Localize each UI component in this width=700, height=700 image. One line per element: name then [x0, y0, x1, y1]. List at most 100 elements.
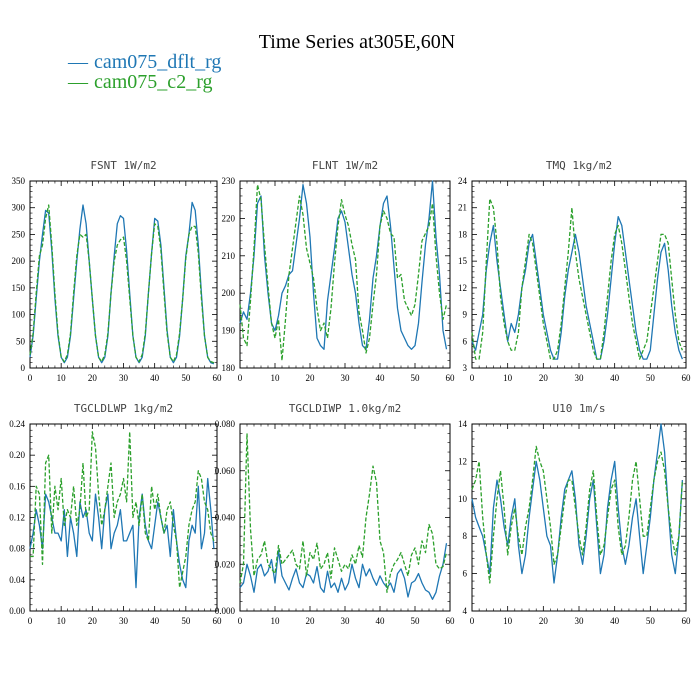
x-tick-label: 60 [682, 616, 692, 626]
x-tick-label: 60 [213, 373, 223, 383]
y-tick-label: 200 [222, 288, 236, 298]
y-tick-label: 210 [222, 251, 236, 261]
x-tick-label: 20 [88, 616, 98, 626]
x-tick-label: 0 [470, 373, 475, 383]
plot-frame [239, 423, 451, 612]
legend: — cam075_dflt_rg — cam075_c2_rg [67, 51, 221, 93]
y-tick-label: 12 [458, 283, 467, 293]
x-tick-label: 10 [57, 616, 67, 626]
y-tick-label: 0.040 [215, 513, 236, 523]
y-tick-label: 0.08 [9, 544, 25, 554]
panel-flnt: FLNT 1W/m2 0 10 20 30 40 50 60 180 190 200 210 220 23… [222, 159, 456, 383]
x-tick-label: 60 [213, 616, 223, 626]
x-tick-label: 60 [682, 373, 692, 383]
x-tick-label: 60 [446, 616, 456, 626]
plot-frame [29, 423, 218, 612]
x-tick-label: 50 [411, 373, 421, 383]
y-tick-label: 0.16 [9, 481, 25, 491]
legend-label-dflt: cam075_dflt_rg [94, 51, 221, 73]
legend-label-c2: cam075_c2_rg [94, 71, 213, 93]
y-tick-label: 0 [21, 363, 26, 373]
panel-title: TMQ 1kg/m2 [546, 159, 612, 172]
y-tick-label: 250 [12, 229, 26, 239]
x-tick-label: 10 [503, 616, 513, 626]
y-tick-label: 14 [458, 419, 468, 429]
x-tick-label: 40 [376, 373, 386, 383]
x-tick-label: 0 [28, 373, 33, 383]
legend-item-dflt: — cam075_dflt_rg [67, 51, 221, 73]
y-tick-label: 220 [222, 213, 236, 223]
y-tick-label: 8 [463, 531, 468, 541]
x-tick-label: 30 [119, 373, 129, 383]
x-tick-label: 60 [446, 373, 456, 383]
x-tick-label: 50 [646, 616, 656, 626]
x-tick-label: 40 [150, 616, 160, 626]
x-tick-label: 50 [646, 373, 656, 383]
x-tick-label: 30 [341, 616, 351, 626]
x-tick-label: 30 [575, 373, 585, 383]
x-tick-label: 20 [539, 373, 549, 383]
x-tick-label: 50 [181, 373, 191, 383]
panel-fsnt: FSNT 1W/m2 0 10 20 30 40 50 60 0 50 100 150 200 250 30… [12, 159, 223, 383]
panel-u10: U10 1m/s 0 10 20 30 40 50 60 4 6 8 10 12 14 [458, 402, 691, 626]
x-tick-label: 0 [28, 616, 33, 626]
y-tick-label: 180 [222, 363, 236, 373]
y-tick-label: 10 [458, 494, 468, 504]
y-tick-label: 0.080 [215, 419, 236, 429]
x-tick-label: 50 [181, 616, 191, 626]
x-tick-label: 40 [610, 373, 620, 383]
y-tick-label: 100 [12, 310, 26, 320]
y-tick-label: 0.020 [215, 559, 236, 569]
y-tick-label: 6 [463, 336, 468, 346]
y-tick-label: 3 [463, 363, 468, 373]
y-tick-label: 300 [12, 203, 26, 213]
x-tick-label: 0 [238, 373, 243, 383]
y-tick-label: 200 [12, 256, 26, 266]
plot-frame [471, 423, 687, 612]
legend-dash-c2: — [67, 71, 89, 93]
y-tick-label: 350 [12, 176, 26, 186]
y-tick-label: 0.04 [9, 575, 25, 585]
y-tick-label: 0.000 [215, 606, 236, 616]
x-tick-label: 40 [150, 373, 160, 383]
panel-title: TGCLDLWP 1kg/m2 [74, 402, 173, 415]
series-line-c2 [239, 184, 448, 362]
x-tick-label: 10 [271, 373, 281, 383]
figure-title: Time Series at305E,60N [259, 31, 455, 53]
y-tick-label: 0.060 [215, 466, 236, 476]
y-tick-label: 12 [458, 456, 467, 466]
series-line-c2 [30, 431, 215, 589]
y-tick-label: 0.00 [9, 606, 25, 616]
y-tick-label: 0.12 [9, 513, 25, 523]
y-tick-label: 0.20 [9, 450, 25, 460]
x-tick-label: 20 [306, 373, 316, 383]
y-tick-label: 6 [463, 569, 468, 579]
series-line-dflt [471, 215, 684, 360]
panel-tmq: TMQ 1kg/m2 0 10 20 30 40 50 60 3 6 9 12 15 18 21 24 [458, 159, 691, 383]
y-tick-label: 9 [463, 310, 468, 320]
y-tick-label: 190 [222, 326, 236, 336]
y-tick-label: 230 [222, 176, 236, 186]
panel-tgcldlwp: TGCLDLWP 1kg/m2 0 10 20 30 40 50 60 0.00 0.04 0.08… [9, 402, 222, 626]
y-tick-label: 24 [458, 176, 468, 186]
panel-tgcldiwp: TGCLDIWP 1.0kg/m20 10 20 30 40 50 600.0000.020… [215, 402, 455, 626]
x-tick-label: 0 [470, 616, 475, 626]
series-line-dflt [29, 201, 215, 365]
plot-frame [471, 180, 687, 369]
x-tick-label: 10 [57, 373, 67, 383]
y-tick-label: 21 [458, 203, 467, 213]
series-line-c2 [239, 432, 448, 593]
y-tick-label: 15 [458, 256, 468, 266]
x-tick-label: 40 [610, 616, 620, 626]
x-tick-label: 10 [503, 373, 513, 383]
panel-title: U10 1m/s [553, 402, 606, 415]
x-tick-label: 50 [411, 616, 421, 626]
series-line-c2 [29, 204, 215, 364]
series-line-dflt [29, 477, 215, 589]
x-tick-label: 20 [306, 616, 316, 626]
x-tick-label: 30 [575, 616, 585, 626]
x-tick-label: 30 [119, 616, 129, 626]
panel-title: TGCLDIWP 1.0kg/m2 [289, 402, 402, 415]
x-tick-label: 0 [238, 616, 243, 626]
